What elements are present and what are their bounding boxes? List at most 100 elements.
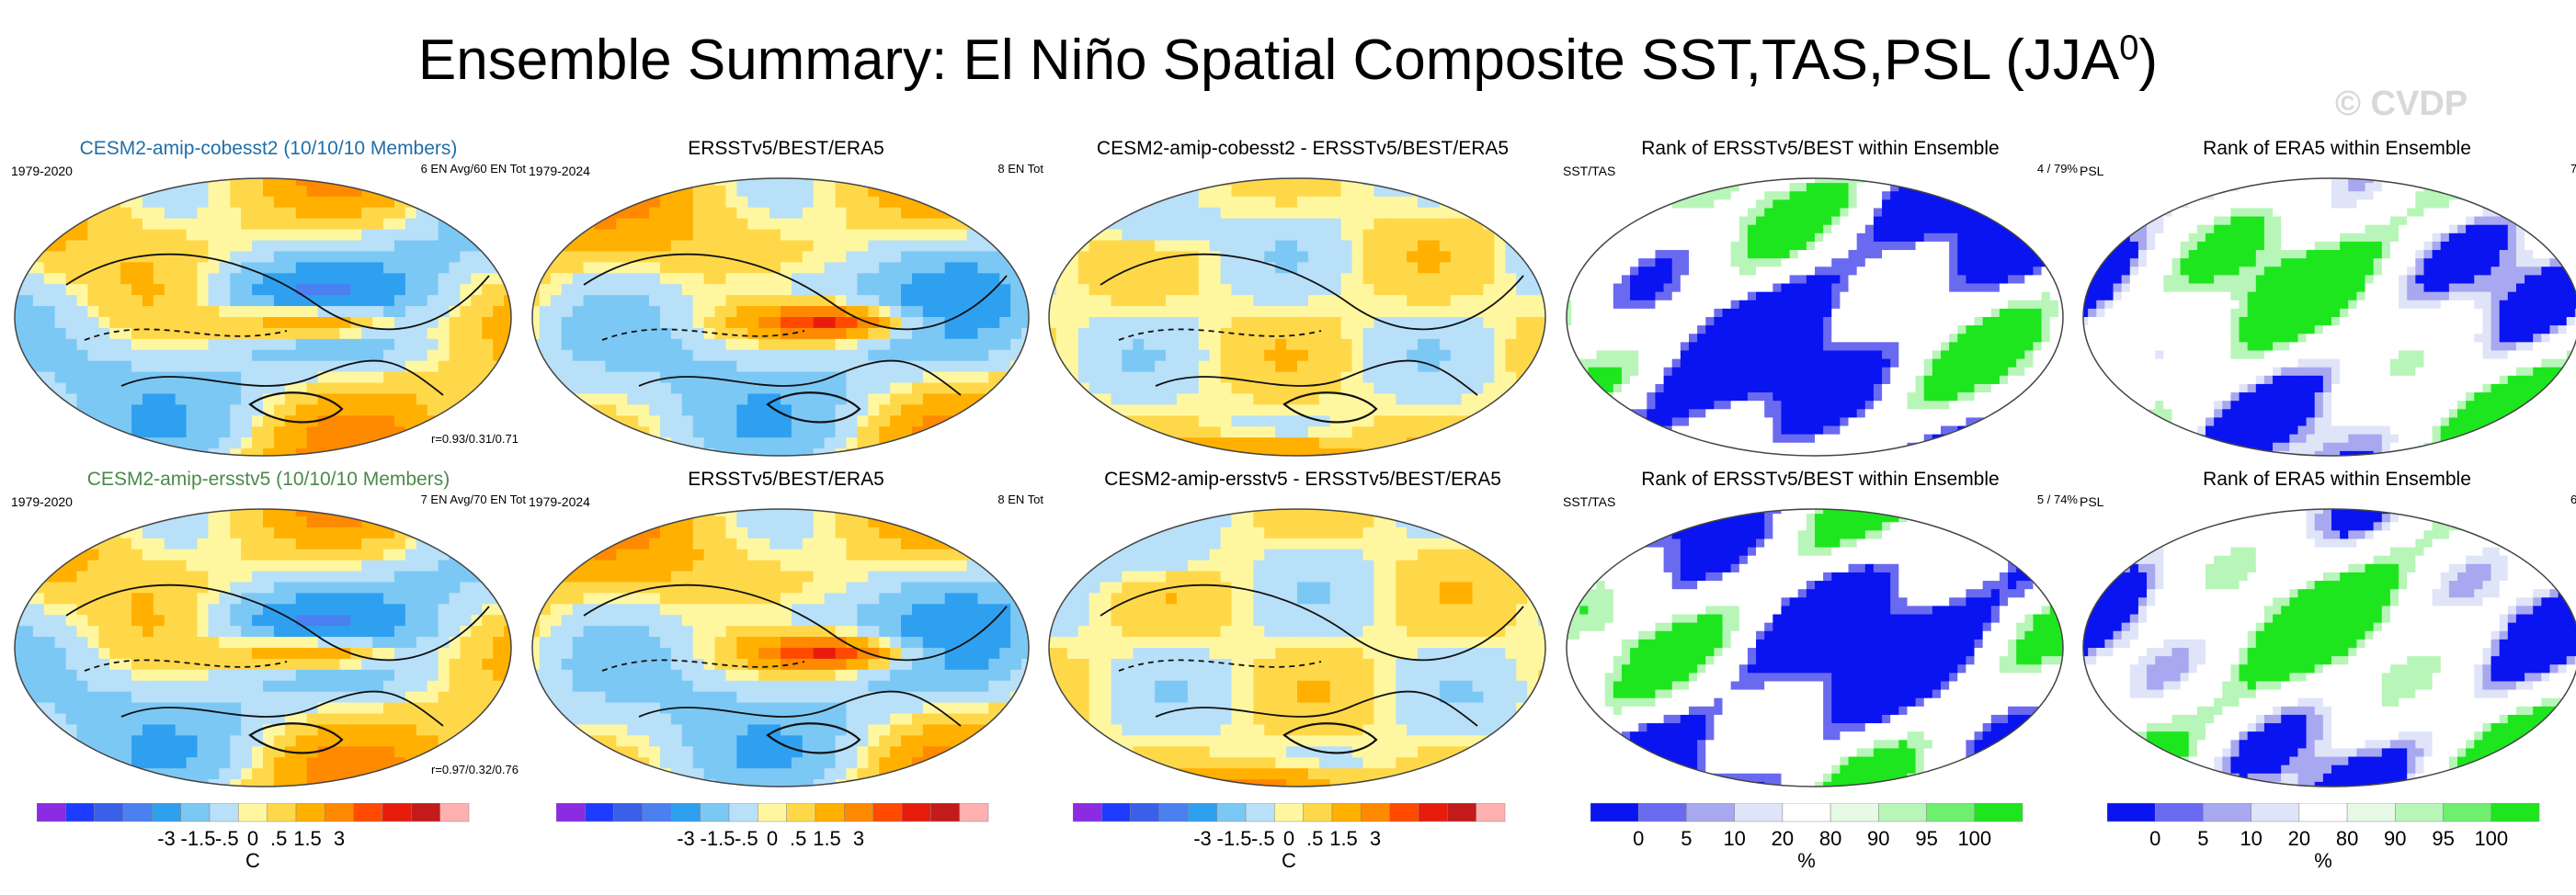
colorbar-swatch	[2107, 803, 2156, 822]
colorbar-tick-label: .5	[270, 827, 288, 850]
period-label: 1979-2020	[11, 164, 73, 178]
global-map	[14, 177, 512, 457]
colorbar-tick-label: -.5	[734, 827, 758, 850]
colorbar-swatch	[1188, 803, 1217, 822]
colorbar-swatch	[238, 803, 268, 822]
count-label: 8 EN Tot	[997, 493, 1043, 506]
colorbar-swatch	[700, 803, 730, 822]
colorbar-tick-label: 95	[2432, 827, 2455, 850]
colorbar-swatch	[1734, 803, 1784, 822]
colorbar-swatch	[671, 803, 701, 822]
count-label: 72%	[2570, 162, 2576, 176]
colorbar-tick-label: -3	[157, 827, 176, 850]
global-map	[1566, 177, 2064, 457]
colorbar-swatch	[295, 803, 325, 822]
colorbar-tick-label: 3	[1369, 827, 1382, 850]
colorbar-tick-label: 20	[2287, 827, 2311, 850]
panel-title: ERSSTv5/BEST/ERA5	[688, 469, 884, 490]
colorbar-swatch	[613, 803, 644, 822]
colorbar-tick-label: -3	[677, 827, 695, 850]
colorbar-tick-label: 3	[852, 827, 865, 850]
colorbar-swatch	[2203, 803, 2251, 822]
panel-title: Rank of ERSSTv5/BEST within Ensemble	[1641, 138, 2000, 159]
colorbar-tick-label: 1.5	[293, 827, 322, 850]
colorbar-tick-label: 100	[1957, 827, 1992, 850]
colorbar-swatch	[1637, 803, 1687, 822]
global-map	[2082, 508, 2576, 787]
map-panel: CESM2-amip-cobesst2 - ERSSTv5/BEST/ERA5	[1045, 138, 1560, 469]
colorbar-tick-label: 5	[1681, 827, 1693, 850]
colorbar: -3 -1.5 -.5 0 .5 1.5 3 C	[37, 803, 496, 886]
count-label: 7 EN Avg/70 EN Tot	[420, 493, 526, 506]
colorbar-swatch	[1073, 803, 1102, 822]
map-panel: Rank of ERA5 within Ensemble PSL 68%	[2080, 469, 2576, 799]
panel-title: ERSSTv5/BEST/ERA5	[688, 138, 884, 159]
colorbar-swatch	[180, 803, 211, 822]
colorbar-tick-label: -1.5	[700, 827, 735, 850]
global-map	[531, 508, 1030, 787]
colorbar-swatch	[2251, 803, 2300, 822]
correlation-label: r=0.97/0.32/0.76	[430, 763, 519, 776]
panel-title: CESM2-amip-ersstv5 (10/10/10 Members)	[86, 469, 450, 490]
colorbar-swatch	[758, 803, 787, 822]
colorbar: 0 5 10 20 80 90 95 100%	[1590, 803, 2050, 886]
colorbar-swatch	[2346, 803, 2396, 822]
colorbar-swatch	[930, 803, 960, 822]
map-panel: Rank of ERA5 within Ensemble PSL 72%	[2080, 138, 2576, 469]
colorbar-swatch	[1974, 803, 2023, 822]
colorbar-tick-label: 0	[2149, 827, 2161, 850]
colorbar-swatch	[585, 803, 614, 822]
colorbar-swatch	[1361, 803, 1390, 822]
colorbar-tick-label: -.5	[214, 827, 239, 850]
panel-title: CESM2-amip-cobesst2 - ERSSTv5/BEST/ERA5	[1096, 138, 1510, 159]
colorbar-tick-label: 0	[1633, 827, 1645, 850]
colorbar-swatch	[1216, 803, 1247, 822]
period-label: 1979-2024	[529, 494, 590, 509]
colorbar-tick-label: 100	[2474, 827, 2509, 850]
colorbar-swatch	[1686, 803, 1735, 822]
colorbar-tick-label: 0	[1282, 827, 1295, 850]
watermark: © CVDP	[2335, 85, 2468, 123]
colorbar-tick-label: -1.5	[1216, 827, 1252, 850]
colorbar-tick-label: .5	[790, 827, 807, 850]
colorbar-swatch	[1447, 803, 1476, 822]
colorbar-tick-label: 10	[2240, 827, 2263, 850]
panel-title: CESM2-amip-ersstv5 - ERSSTv5/BEST/ERA5	[1104, 469, 1501, 490]
count-label: 8 EN Tot	[997, 162, 1043, 176]
colorbar-tick-label: 10	[1723, 827, 1746, 850]
colorbar-tick-label: 90	[1867, 827, 1890, 850]
colorbar-swatch	[1590, 803, 1639, 822]
colorbar-swatch	[1926, 803, 1976, 822]
colorbar-swatch	[122, 803, 153, 822]
global-map	[1048, 508, 1546, 787]
colorbar-swatch	[2491, 803, 2540, 822]
colorbar-tick-label: 80	[1818, 827, 1842, 850]
colorbar-tick-label: 0	[246, 827, 259, 850]
map-panel: Rank of ERSSTv5/BEST within Ensemble SST/…	[1563, 138, 2078, 469]
colorbar-swatch	[786, 803, 816, 822]
colorbar-swatch	[1158, 803, 1189, 822]
colorbar-unit: C	[245, 849, 260, 872]
map-panel: CESM2-amip-ersstv5 (10/10/10 Members) 197…	[11, 469, 526, 799]
colorbar-swatch	[353, 803, 383, 822]
page-title: Ensemble Summary: El Niño Spatial Compos…	[417, 28, 2159, 92]
colorbar-swatch	[1101, 803, 1131, 822]
colorbar-swatch	[37, 803, 66, 822]
colorbar-swatch	[382, 803, 412, 822]
colorbar: -3 -1.5 -.5 0 .5 1.5 3	[556, 803, 1016, 886]
colorbar-swatch	[267, 803, 297, 822]
colorbar-tick-label: -.5	[1250, 827, 1275, 850]
colorbar-tick-label: 0	[766, 827, 779, 850]
colorbar-swatch	[1274, 803, 1304, 822]
colorbar-tick-label: -3	[1193, 827, 1212, 850]
colorbar-swatch	[901, 803, 931, 822]
colorbar-swatch	[2154, 803, 2204, 822]
colorbar-tick-label: 1.5	[1329, 827, 1358, 850]
period-label: PSL	[2080, 164, 2104, 178]
colorbar-swatch	[872, 803, 903, 822]
colorbar-swatch	[556, 803, 586, 822]
colorbar-swatch	[815, 803, 845, 822]
colorbar-unit: C	[1282, 849, 1296, 872]
colorbar-tick-label: 3	[333, 827, 346, 850]
colorbar: 0 5 10 20 80 90 95 100%	[2107, 803, 2567, 886]
